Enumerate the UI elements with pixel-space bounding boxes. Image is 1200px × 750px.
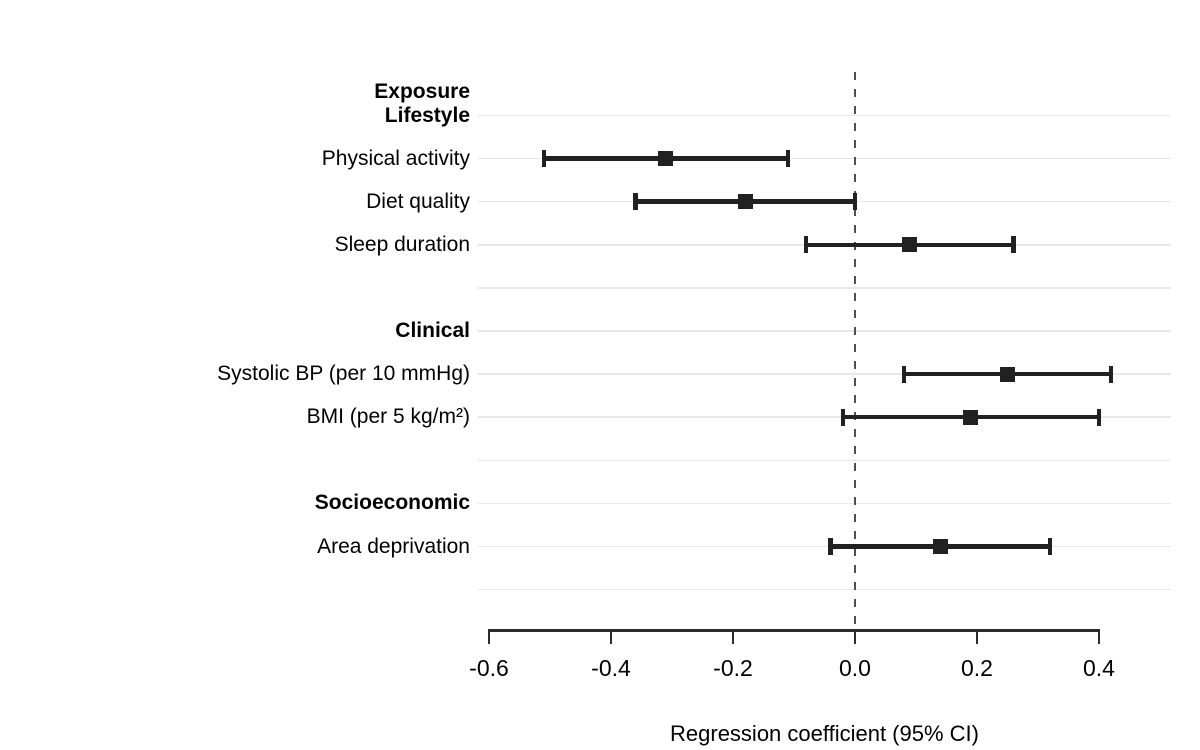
row-gridline: [478, 459, 1171, 462]
x-axis-tick: [609, 629, 613, 644]
ci-cap-low: [541, 150, 547, 168]
row-gridline: [478, 416, 1171, 418]
ci-cap-high: [1096, 408, 1102, 426]
row-gridline: [478, 588, 1171, 591]
row-gridline: [478, 114, 1171, 117]
row-label: Lifestyle: [384, 103, 470, 127]
row-label: BMI (per 5 kg/m²): [306, 405, 470, 429]
point-estimate-marker: [902, 237, 918, 253]
ci-cap-low: [840, 408, 846, 426]
x-axis-line: [488, 629, 1100, 632]
row-gridline: [478, 373, 1171, 375]
x-axis-tick: [731, 629, 735, 644]
x-axis-tick-label: 0.0: [839, 655, 871, 681]
row-label: Area deprivation: [317, 534, 470, 558]
x-axis-tick-label: -0.6: [469, 655, 509, 681]
zero-reference-line: [854, 72, 856, 648]
x-axis-title: Regression coefficient (95% CI): [670, 721, 979, 746]
point-estimate-marker: [963, 409, 979, 425]
row-gridline: [478, 545, 1171, 548]
ci-cap-low: [828, 538, 833, 555]
ci-cap-high: [1047, 538, 1053, 555]
point-estimate-marker: [1000, 366, 1015, 382]
row-gridline: [478, 330, 1171, 332]
point-estimate-marker: [932, 539, 948, 554]
ci-cap-high: [1108, 365, 1114, 383]
x-axis-tick: [975, 629, 979, 644]
x-axis-tick-label: -0.4: [591, 655, 631, 681]
x-axis-tick-label: -0.2: [713, 655, 753, 681]
row-label: Socioeconomic: [314, 491, 470, 515]
row-gridline: [478, 157, 1171, 160]
x-axis-tick-label: 0.2: [961, 655, 993, 681]
point-estimate-marker: [737, 194, 753, 210]
x-axis-tick: [853, 629, 857, 644]
column-header-exposure: Exposure: [374, 80, 470, 103]
ci-cap-high: [1011, 236, 1016, 254]
row-label: Physical activity: [321, 146, 470, 170]
point-estimate-marker: [658, 151, 674, 167]
row-label: Sleep duration: [334, 232, 470, 256]
x-axis-tick-label: 0.4: [1083, 655, 1115, 681]
row-label: Diet quality: [366, 189, 470, 213]
x-axis-tick: [487, 629, 491, 644]
x-axis-tick: [1097, 629, 1101, 644]
row-gridline: [478, 287, 1171, 289]
ci-cap-high: [852, 193, 858, 211]
ci-cap-low: [633, 193, 638, 211]
ci-cap-low: [803, 236, 809, 254]
row-gridline: [478, 502, 1171, 505]
row-label: Systolic BP (per 10 mmHg): [217, 362, 470, 386]
row-label: Clinical: [395, 319, 470, 342]
ci-cap-high: [785, 150, 791, 168]
ci-cap-low: [901, 365, 907, 383]
